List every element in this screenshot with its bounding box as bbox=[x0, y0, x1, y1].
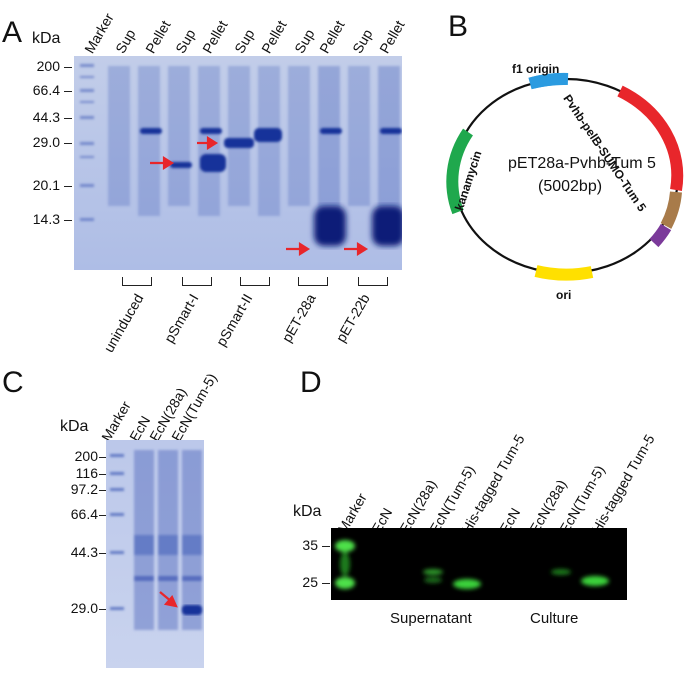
panel-c-mw-label: 44.3 bbox=[70, 544, 98, 560]
panel-c-unit: kDa bbox=[60, 418, 89, 435]
panel-a-gel-image bbox=[74, 56, 402, 270]
panel-a-mw-label: 44.3 bbox=[32, 109, 60, 125]
panel-c-mw-tick bbox=[99, 490, 107, 491]
panel-a-mw-label: 200 bbox=[36, 58, 60, 74]
panel-a-mw-tick bbox=[64, 186, 72, 187]
panel-c-gel-image bbox=[106, 440, 204, 668]
panel-d-mw-tick bbox=[322, 583, 330, 584]
panel-a-mw-tick bbox=[64, 143, 72, 144]
panel-d-mw-label: 35 bbox=[302, 537, 318, 553]
panel-a-group-bracket bbox=[182, 277, 212, 286]
panel-c-mw-tick bbox=[99, 515, 107, 516]
panel-d-group-label: Culture bbox=[530, 610, 579, 627]
panel-a-mw-tick bbox=[64, 118, 72, 119]
panel-d-unit: kDa bbox=[293, 503, 322, 520]
panel-a-group-bracket bbox=[122, 277, 152, 286]
panel-c-mw-label: 116 bbox=[75, 465, 98, 481]
panel-c-mw-label: 97.2 bbox=[70, 481, 98, 497]
panel-a-mw-tick bbox=[64, 220, 72, 221]
panel-d-mw-tick bbox=[322, 546, 330, 547]
panel-c-mw-label: 200 bbox=[74, 448, 98, 464]
panel-d-group-label: Supernatant bbox=[390, 610, 472, 627]
panel-c-mw-tick bbox=[99, 457, 107, 458]
panel-a-mw-tick bbox=[64, 67, 72, 68]
panel-a-group-bracket bbox=[358, 277, 388, 286]
panel-c-mw-tick bbox=[99, 474, 107, 475]
panel-a-mw-label: 20.1 bbox=[32, 177, 60, 193]
panel-c-mw-label: 29.0 bbox=[70, 600, 98, 616]
panel-a-mw-tick bbox=[64, 91, 72, 92]
panel-a-group-bracket bbox=[298, 277, 328, 286]
panel-b-plasmid-map bbox=[446, 72, 684, 281]
panel-c-mw-tick bbox=[99, 553, 107, 554]
panel-a-group-bracket bbox=[240, 277, 270, 286]
panel-b-plasmid-size: (5002bp) bbox=[538, 178, 603, 195]
panel-a-letter: A bbox=[2, 16, 23, 49]
panel-c-letter: C bbox=[2, 366, 24, 399]
panel-a-unit: kDa bbox=[32, 30, 61, 47]
panel-d-blot-image bbox=[331, 528, 627, 600]
panel-c-mw-tick bbox=[99, 609, 107, 610]
panel-b-plasmid-name: pET28a-Pvhb-Tum 5 bbox=[508, 155, 656, 172]
panel-d-letter: D bbox=[300, 366, 322, 399]
panel-b-letter: B bbox=[448, 10, 469, 43]
panel-a-mw-label: 14.3 bbox=[32, 211, 60, 227]
panel-c-mw-label: 66.4 bbox=[70, 506, 98, 522]
panel-b-feature-f1: f1 origin bbox=[512, 62, 560, 76]
panel-b-feature-ori: ori bbox=[556, 288, 572, 302]
panel-d-mw-label: 25 bbox=[302, 574, 318, 590]
panel-a-mw-label: 66.4 bbox=[32, 82, 60, 98]
panel-a-mw-label: 29.0 bbox=[32, 134, 60, 150]
